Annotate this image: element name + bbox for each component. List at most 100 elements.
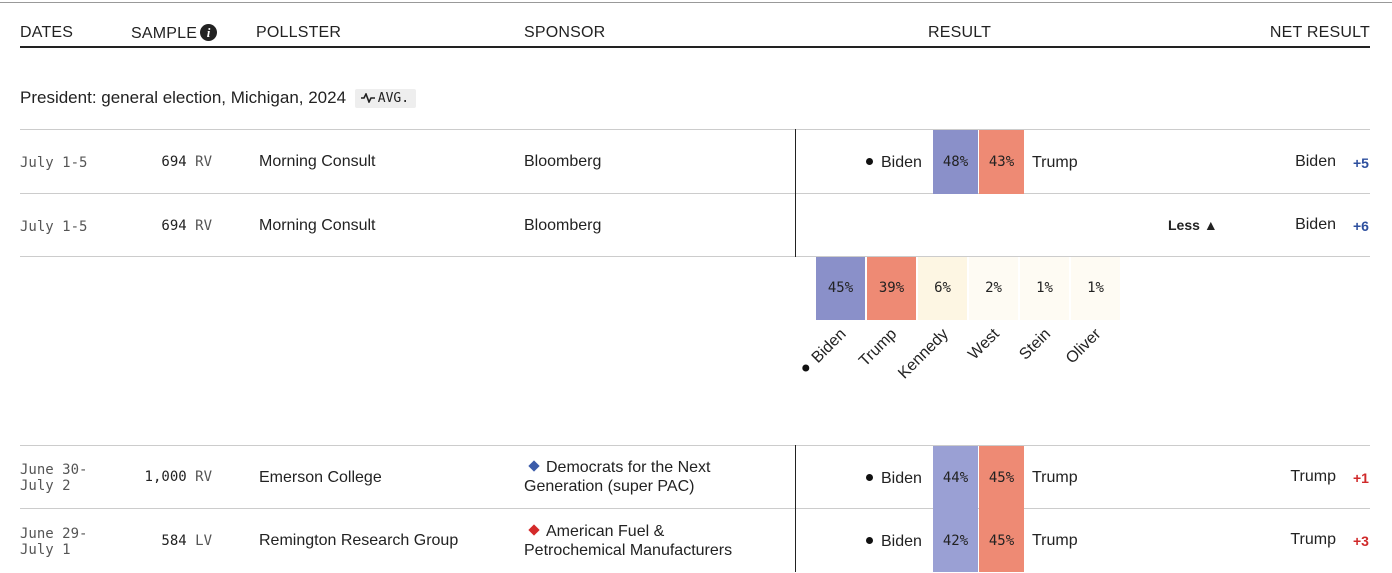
candidate-name: Biden (808, 325, 850, 367)
sponsor-line: Democrats for the Next (546, 459, 711, 476)
sample-type: RV (195, 469, 212, 485)
dem-pct: 48% (942, 154, 969, 170)
sample-type: RV (195, 218, 212, 234)
sample-size: 1,000 RV (145, 469, 212, 485)
rep-pct: 45% (988, 533, 1015, 549)
result-left-candidate: Biden (866, 153, 922, 172)
sample-count: 584 (161, 533, 187, 549)
candidate-pct: 45% (827, 280, 854, 296)
net-result-margin: +1 (1353, 470, 1369, 486)
pollster-link[interactable]: Emerson College (259, 469, 382, 486)
col-header-sample[interactable]: SAMPLE i (131, 24, 218, 43)
result-divider (795, 129, 796, 257)
col-header-dates[interactable]: DATES (20, 24, 74, 41)
sponsor-name: Democrats for the Next Generation (super … (524, 458, 711, 496)
poll-date-end: July 2 (20, 478, 71, 494)
candidate-bar-trump: 39% (867, 257, 916, 320)
col-header-result: RESULT (928, 24, 992, 41)
poll-date-end: July 1 (20, 542, 71, 558)
dem-pct: 44% (942, 470, 969, 486)
pollster-link[interactable]: Morning Consult (259, 217, 376, 234)
result-divider (795, 445, 796, 572)
diamond-icon (528, 460, 540, 472)
candidate-pct: 2% (985, 280, 1002, 296)
winner-dot-icon (866, 158, 873, 165)
poll-date-start: June 29- (20, 526, 88, 542)
diamond-icon (528, 524, 540, 536)
col-header-sponsor[interactable]: SPONSOR (524, 24, 606, 41)
col-header-net-result[interactable]: NET RESULT (1269, 24, 1370, 41)
dem-pct: 42% (942, 533, 969, 549)
less-toggle-button[interactable]: Less ▲ (1168, 217, 1218, 233)
candidate-name: Biden (881, 470, 922, 487)
winner-dot-icon (866, 474, 873, 481)
net-result-margin: +3 (1353, 533, 1369, 549)
rep-result-bar: 45% (979, 509, 1024, 572)
dem-result-bar: 48% (933, 130, 978, 194)
rep-result-bar: 45% (979, 446, 1024, 510)
sponsor-name: Bloomberg (524, 153, 602, 170)
row-divider (20, 256, 1370, 257)
result-left-candidate: Biden (866, 532, 922, 551)
candidate-label-oliver: Oliver (1063, 325, 1105, 368)
sponsor-line: Petrochemical Manufacturers (524, 542, 733, 559)
net-result-candidate: Trump (1290, 468, 1336, 485)
candidate-label-trump: Trump (856, 325, 901, 370)
net-result-margin: +6 (1353, 218, 1369, 234)
pollster-link[interactable]: Remington Research Group (259, 532, 459, 549)
sample-count: 1,000 (144, 469, 187, 485)
rep-result-bar: 43% (979, 130, 1024, 194)
result-right-candidate: Trump (1032, 154, 1078, 171)
col-header-pollster[interactable]: POLLSTER (256, 24, 342, 41)
info-icon[interactable]: i (200, 24, 218, 41)
poll-date-start: June 30- (20, 462, 88, 478)
row-divider (20, 508, 1370, 509)
sponsor-name: Bloomberg (524, 217, 602, 234)
rep-pct: 45% (988, 470, 1015, 486)
net-result-margin: +5 (1353, 155, 1369, 171)
sample-size: 694 RV (161, 154, 212, 170)
sample-count: 694 (161, 218, 187, 234)
result-left-candidate: Biden (866, 469, 922, 488)
sample-size: 584 LV (161, 533, 212, 549)
sample-type: LV (195, 533, 212, 549)
net-result-candidate: Trump (1290, 531, 1336, 548)
avg-label: AVG. (377, 91, 410, 106)
poll-date: June 30- July 2 (20, 462, 87, 494)
candidate-name: Biden (881, 154, 922, 171)
candidate-pct: 1% (1087, 280, 1104, 296)
result-right-candidate: Trump (1032, 532, 1078, 549)
dem-result-bar: 42% (933, 509, 978, 572)
avg-button[interactable]: AVG. (354, 89, 417, 108)
row-divider (20, 129, 1370, 130)
section-title-row: President: general election, Michigan, 2… (20, 88, 417, 108)
net-result-candidate: Biden (1295, 153, 1336, 170)
sponsor-name: American Fuel & Petrochemical Manufacture… (524, 522, 732, 560)
dem-result-bar: 44% (933, 446, 978, 510)
sample-type: RV (195, 154, 212, 170)
row-divider (20, 193, 1370, 194)
net-result-candidate: Biden (1295, 216, 1336, 233)
col-header-sample-label: SAMPLE (131, 25, 198, 42)
pollster-link[interactable]: Morning Consult (259, 153, 376, 170)
result-right-candidate: Trump (1032, 469, 1078, 486)
top-border (0, 2, 1392, 3)
candidate-name: Biden (881, 533, 922, 550)
rep-pct: 43% (988, 154, 1015, 170)
candidate-pct: 1% (1036, 280, 1053, 296)
candidate-bar-stein: 1% (1020, 257, 1069, 320)
triangle-up-icon: ▲ (1203, 217, 1218, 233)
candidate-label-kennedy: Kennedy (894, 325, 952, 383)
candidate-label-biden: Biden (798, 326, 850, 378)
less-label: Less (1168, 217, 1200, 233)
winner-dot-icon (800, 363, 811, 373)
row-divider (20, 445, 1370, 446)
candidate-label-stein: Stein (1015, 325, 1054, 364)
sponsor-line: Generation (super PAC) (524, 478, 695, 495)
candidate-bar-biden: 45% (816, 257, 865, 320)
header-divider (20, 46, 1370, 48)
candidate-pct: 39% (878, 280, 905, 296)
candidate-bar-oliver: 1% (1071, 257, 1120, 320)
poll-date: July 1-5 (20, 219, 88, 235)
poll-date: June 29- July 1 (20, 526, 87, 558)
